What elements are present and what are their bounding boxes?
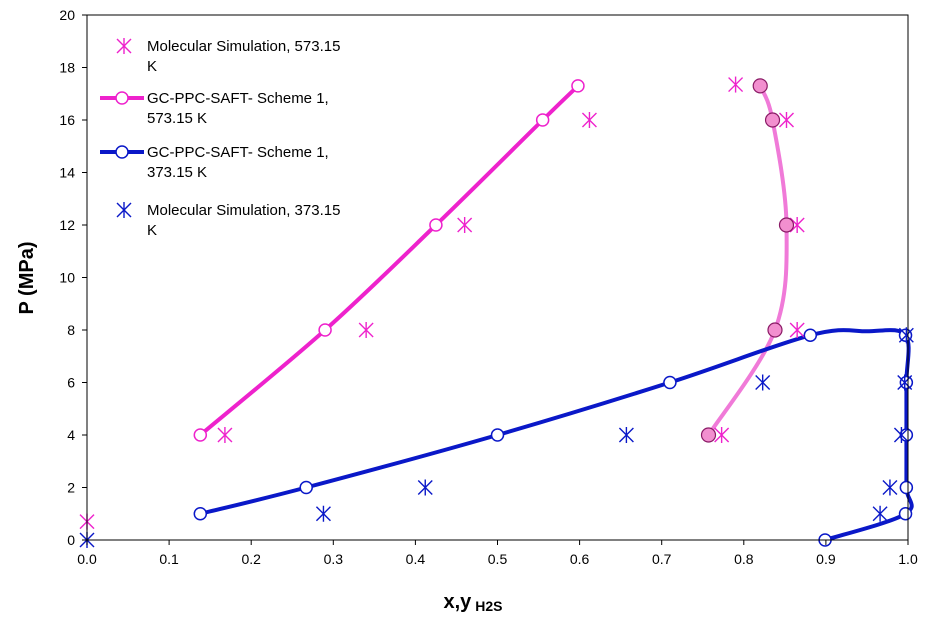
x-tick-label: 0.8 xyxy=(734,551,754,567)
y-tick-label: 8 xyxy=(67,322,75,338)
legend-symbol-asterisk-magenta xyxy=(116,38,132,54)
y-tick-label: 12 xyxy=(59,217,75,233)
legend-label: Molecular Simulation, 573.15 xyxy=(147,38,340,55)
legend: Molecular Simulation, 573.15 K GC-PPC-SA… xyxy=(100,38,340,239)
data-point-gc-373 xyxy=(193,507,208,521)
y-tick-label: 18 xyxy=(59,60,75,76)
data-point-ms-573 xyxy=(789,217,805,233)
x-tick-label: 0.4 xyxy=(406,551,426,567)
legend-entry-ms-573: Molecular Simulation, 573.15 K xyxy=(116,38,340,75)
data-point-ms-373 xyxy=(897,374,913,391)
x-tick-label: 0.9 xyxy=(816,551,836,567)
data-point-gc-373 xyxy=(803,328,818,342)
data-point-gc-573-dew xyxy=(767,322,783,338)
data-point-ms-573 xyxy=(358,322,374,338)
legend-symbol-line-blue xyxy=(100,145,144,159)
x-tick-label: 0.5 xyxy=(488,551,508,567)
x-axis-title-main: x,y xyxy=(443,591,472,613)
data-point-ms-573 xyxy=(217,427,233,443)
y-tick-label: 2 xyxy=(67,480,75,496)
x-tick-label: 0.6 xyxy=(570,551,590,567)
data-point-gc-373 xyxy=(899,375,914,390)
legend-label: GC-PPC-SAFT- Scheme 1, xyxy=(147,144,329,161)
data-point-ms-573 xyxy=(714,427,730,443)
x-tick-label: 0.1 xyxy=(159,551,179,567)
x-axis-title: x,y H2S xyxy=(443,591,502,614)
data-point-gc-573-bubble xyxy=(535,113,550,127)
legend-symbol-asterisk-blue xyxy=(116,202,132,218)
legend-label: K xyxy=(147,58,157,75)
legend-label: Molecular Simulation, 373.15 xyxy=(147,202,340,219)
legend-label: GC-PPC-SAFT- Scheme 1, xyxy=(147,90,329,107)
data-point-ms-373 xyxy=(755,374,771,391)
y-tick-label: 16 xyxy=(59,112,75,128)
y-tick-label: 10 xyxy=(59,270,75,286)
data-point-ms-573 xyxy=(581,112,597,128)
data-point-gc-573-dew xyxy=(778,217,795,233)
data-point-gc-373 xyxy=(663,375,677,390)
legend-symbol-line-magenta xyxy=(100,91,144,105)
x-axis-title-subscript: H2S xyxy=(475,598,502,614)
data-point-gc-373 xyxy=(899,480,914,495)
legend-entry-gc-373: GC-PPC-SAFT- Scheme 1, 373.15 K xyxy=(100,144,329,181)
y-tick-label: 14 xyxy=(59,165,75,181)
data-point-gc-373 xyxy=(299,480,313,495)
data-point-gc-373 xyxy=(490,428,505,442)
data-point-ms-373 xyxy=(882,479,898,496)
legend-entry-gc-573: GC-PPC-SAFT- Scheme 1, 573.15 K xyxy=(100,90,329,127)
y-axis: 0 2 4 6 8 10 12 14 16 18 20 xyxy=(59,7,87,548)
y-tick-label: 6 xyxy=(67,375,75,391)
data-point-gc-373 xyxy=(899,428,914,442)
data-point-gc-573-dew xyxy=(700,427,717,443)
legend-entry-ms-373: Molecular Simulation, 373.15 K xyxy=(116,202,340,239)
y-axis-title: P (MPa) xyxy=(16,242,38,315)
data-point-ms-373 xyxy=(898,327,914,344)
data-point-ms-373 xyxy=(893,427,909,443)
data-point-ms-373 xyxy=(417,479,433,496)
legend-label: 373.15 K xyxy=(147,164,207,181)
y-tick-label: 4 xyxy=(67,427,75,443)
data-point-ms-573 xyxy=(789,322,805,338)
data-point-gc-573-dew xyxy=(764,112,781,128)
data-point-ms-573 xyxy=(728,76,744,93)
legend-asterisk-magenta xyxy=(116,38,132,54)
data-point-ms-373 xyxy=(872,505,888,522)
data-point-gc-573-bubble xyxy=(571,79,585,93)
y-tick-label: 0 xyxy=(67,532,75,548)
data-point-gc-573-bubble xyxy=(193,428,208,442)
data-point-gc-573-bubble xyxy=(318,323,332,337)
data-point-ms-373 xyxy=(315,505,331,522)
markers-layer xyxy=(79,76,914,548)
data-point-ms-373 xyxy=(618,427,634,443)
data-point-gc-573-bubble xyxy=(429,218,443,232)
x-tick-label: 0.2 xyxy=(241,551,261,567)
legend-label: K xyxy=(147,222,157,239)
x-tick-label: 0.0 xyxy=(77,551,97,567)
x-axis: 0.0 0.1 0.2 0.3 0.4 0.5 0.6 0.7 0.8 0.9 1.0 xyxy=(77,540,918,567)
y-tick-label: 20 xyxy=(59,7,75,23)
x-tick-label: 1.0 xyxy=(898,551,918,567)
data-point-ms-573 xyxy=(778,112,794,128)
x-tick-label: 0.3 xyxy=(324,551,344,567)
legend-asterisk-blue xyxy=(116,202,132,218)
legend-label: 573.15 K xyxy=(147,110,207,127)
x-tick-label: 0.7 xyxy=(652,551,672,567)
data-point-gc-373 xyxy=(898,507,913,521)
legend-circle-blue xyxy=(115,145,129,159)
data-point-gc-573-dew xyxy=(752,78,768,94)
data-point-ms-573 xyxy=(457,217,473,233)
legend-circle-magenta xyxy=(115,91,129,105)
